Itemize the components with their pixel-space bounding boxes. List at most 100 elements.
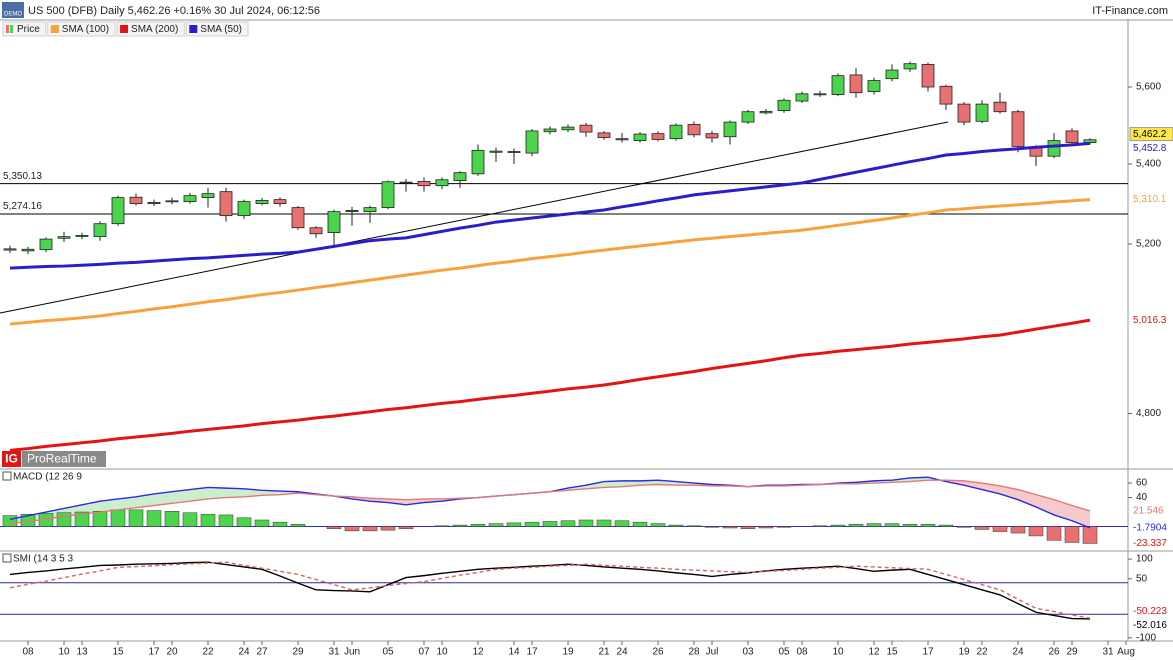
x-tick-label: 28 (688, 647, 700, 658)
candle-body (1047, 140, 1061, 157)
macd-fill (100, 498, 118, 513)
x-tick-label: 07 (418, 647, 430, 658)
histogram-bar (884, 523, 900, 527)
candle-body (831, 75, 845, 95)
y-tick-label: 5,600 (1136, 82, 1161, 93)
macd-fill (226, 488, 244, 498)
price-tag-box (1130, 536, 1173, 550)
panel-frames (0, 19, 1173, 642)
candle-body (381, 181, 395, 209)
x-tick-label: 12 (472, 647, 484, 658)
price-tag: 5,462.2 (1133, 129, 1167, 140)
legend-swatch (189, 25, 198, 33)
y-tick-label: 4,800 (1136, 408, 1161, 419)
histogram-bar (56, 512, 72, 527)
smi-icon (2, 553, 12, 563)
histogram-bar (1046, 526, 1062, 541)
histogram-bar (1064, 526, 1080, 543)
candle-body (885, 69, 899, 80)
x-tick-label: 22 (202, 647, 214, 658)
candle-body (543, 128, 557, 133)
legend-label: SMA (100) (62, 24, 109, 35)
candle-body (93, 223, 107, 238)
histogram-bar (920, 524, 936, 527)
candle-body (903, 63, 917, 70)
candle-body (219, 191, 233, 217)
candle-body (201, 193, 215, 199)
x-tick-label: 10 (436, 647, 448, 658)
x-tick-label: 24 (616, 647, 628, 658)
x-tick-label: 15 (112, 647, 124, 658)
candle-body (777, 99, 791, 111)
histogram-bar (254, 519, 270, 527)
level-label: 5,274.16 (3, 201, 42, 212)
histogram-bar (596, 519, 612, 527)
candle-body (165, 200, 179, 203)
histogram-bar (200, 513, 216, 527)
histogram-bar (704, 526, 720, 528)
candle-body (75, 235, 89, 237)
logo-prt: ProRealTime (27, 452, 97, 466)
histogram-bar (848, 524, 864, 527)
macd-fill (1000, 485, 1018, 500)
x-tick-label: 05 (778, 647, 790, 658)
candle-body (453, 172, 467, 181)
histogram-bar (110, 509, 126, 527)
histogram-bar (398, 526, 414, 529)
x-tick-label: 24 (238, 647, 250, 658)
candle-body (399, 181, 413, 184)
legend-icon (10, 25, 13, 33)
candle-body (1011, 111, 1025, 147)
x-tick-label: 17 (148, 647, 160, 658)
macd-fill (262, 490, 280, 496)
price-tag-box (1130, 141, 1173, 155)
macd-fill (406, 498, 424, 505)
candle-body (813, 93, 827, 96)
histogram-bar (434, 525, 450, 527)
histogram-bar (92, 511, 108, 527)
macd-fill (208, 487, 226, 499)
histogram-bar (902, 524, 918, 527)
series-line (9, 198, 1091, 326)
candle-body (57, 236, 71, 239)
candle-body (741, 111, 755, 123)
x-tick-label: 29 (292, 647, 304, 658)
candle-body (867, 80, 881, 92)
y-tick-label: 60 (1136, 478, 1148, 489)
histogram-bar (812, 525, 828, 527)
level-label: 5,350.13 (3, 171, 42, 182)
candle-body (183, 195, 197, 203)
candle-body (273, 199, 287, 205)
histogram-bar (290, 524, 306, 527)
candle-body (579, 124, 593, 133)
price-tag: 21.546 (1133, 506, 1164, 517)
price-tag: 5,016.3 (1133, 315, 1167, 326)
candle-body (291, 207, 305, 229)
x-tick-label: 13 (76, 647, 88, 658)
candle-body (633, 133, 647, 142)
histogram-bar (470, 524, 486, 527)
x-tick-label: Jul (706, 647, 719, 658)
histogram-bar (974, 526, 990, 530)
macd-fill (136, 493, 154, 508)
price-tag: 5,310.1 (1133, 194, 1167, 205)
price-tag-box (1130, 604, 1173, 618)
price-tag: -1.7904 (1133, 522, 1167, 533)
legend-box (2, 21, 47, 37)
x-tick-label: 26 (652, 647, 664, 658)
source: IT-Finance.com (1092, 5, 1168, 17)
y-tick-label: -100 (1136, 632, 1156, 643)
candle-body (471, 149, 485, 175)
candle-body (957, 103, 971, 123)
candle-body (651, 133, 665, 140)
x-tick-label: 19 (958, 647, 970, 658)
histogram-bar (776, 526, 792, 528)
x-tick-label: 22 (976, 647, 988, 658)
x-tick-label: Aug (1117, 647, 1135, 658)
x-tick-label: 08 (22, 647, 34, 658)
series-line (9, 561, 1091, 619)
badge-box (2, 2, 24, 18)
histogram-bar (182, 512, 198, 527)
histogram-bar (164, 511, 180, 527)
